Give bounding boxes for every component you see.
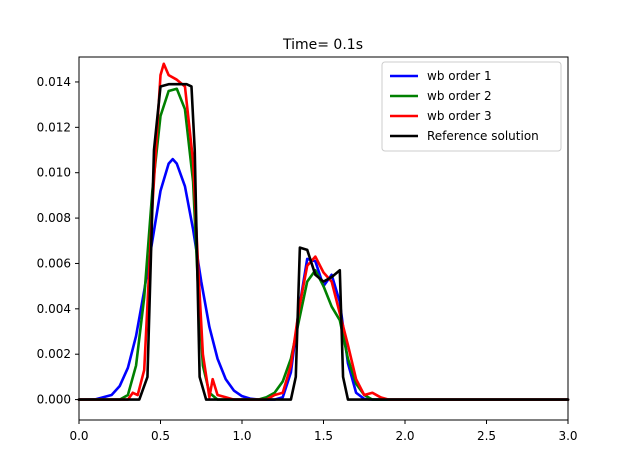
x-tick-label: 3.0: [558, 429, 577, 443]
y-tick-label: 0.012: [37, 120, 71, 134]
legend: wb order 1 wb order 2 wb order 3 Reference …: [381, 61, 562, 152]
legend-label-3: wb order 3: [427, 109, 492, 123]
x-tick-label: 2.5: [477, 429, 496, 443]
x-tick-label: 0.5: [151, 429, 170, 443]
series-layer: [77, 62, 570, 401]
legend-label-4: Reference solution: [427, 129, 539, 143]
y-tick-label: 0.010: [37, 166, 71, 180]
x-tick-label: 2.0: [395, 429, 414, 443]
y-axis: 0.000 0.002 0.004 0.006 0.008 0.010 0.012 0.014: [37, 75, 79, 407]
legend-box: [381, 61, 562, 152]
series-line-4: [77, 82, 570, 401]
y-tick-label: 0.008: [37, 211, 71, 225]
chart-title: Time= 0.1s: [282, 37, 363, 53]
y-tick-label: 0.002: [37, 347, 71, 361]
y-tick-label: 0.004: [37, 302, 71, 316]
legend-label-2: wb order 2: [427, 89, 492, 103]
legend-label-1: wb order 1: [427, 69, 492, 83]
x-axis: 0.0 0.5 1.0 1.5 2.0 2.5 3.0: [69, 420, 578, 443]
y-tick-label: 0.014: [37, 75, 71, 89]
y-tick-label: 0.000: [37, 393, 71, 407]
x-tick-label: 0.0: [69, 429, 88, 443]
y-tick-label: 0.006: [37, 256, 71, 270]
x-tick-label: 1.5: [314, 429, 333, 443]
x-tick-label: 1.0: [232, 429, 251, 443]
